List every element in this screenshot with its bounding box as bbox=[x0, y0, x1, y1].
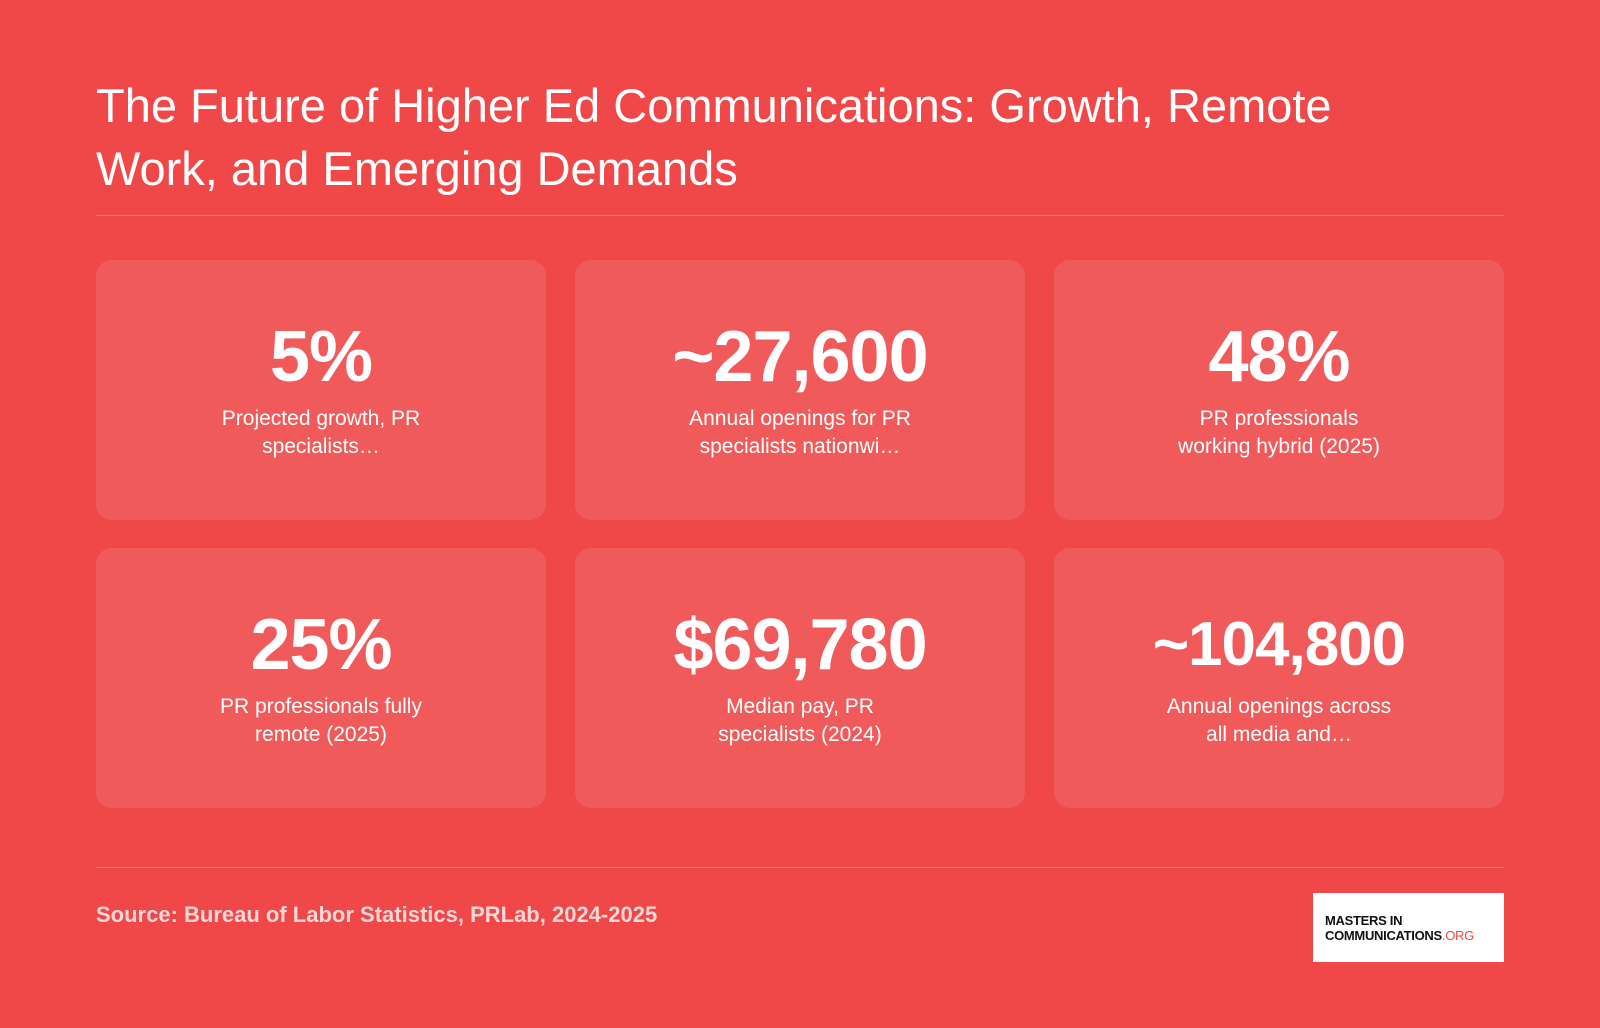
stat-value: 5% bbox=[269, 317, 373, 397]
logo-line-2: COMMUNICATIONS.ORG bbox=[1325, 928, 1504, 943]
stat-label: Projected growth, PR specialists… bbox=[221, 407, 421, 458]
stat-label: Annual openings across all media and… bbox=[1166, 695, 1392, 746]
logo-accent: .ORG bbox=[1441, 927, 1474, 943]
bottom-divider bbox=[96, 867, 1504, 868]
logo-line-2-text: COMMUNICATIONS bbox=[1325, 927, 1442, 943]
stat-value: 25% bbox=[250, 605, 392, 685]
stat-card-growth: 5% Projected growth, PR specialists… bbox=[96, 260, 546, 520]
page-title: The Future of Higher Ed Communications: … bbox=[96, 79, 1332, 195]
logo: MASTERS IN COMMUNICATIONS.ORG bbox=[1313, 893, 1504, 962]
stat-card-media-openings: ~104,800 Annual openings across all medi… bbox=[1054, 548, 1504, 808]
stat-value: 48% bbox=[1208, 317, 1350, 397]
stats-grid: 5% Projected growth, PR specialists… ~27… bbox=[96, 260, 1504, 808]
stat-card-median-pay: $69,780 Median pay, PR specialists (2024… bbox=[575, 548, 1025, 808]
stat-value: $69,780 bbox=[673, 605, 927, 685]
source-note: Source: Bureau of Labor Statistics, PRLa… bbox=[96, 902, 658, 927]
top-divider bbox=[96, 215, 1504, 216]
stat-value: ~27,600 bbox=[672, 317, 928, 397]
stat-value: ~104,800 bbox=[1152, 610, 1406, 679]
stat-card-remote: 25% PR professionals fully remote (2025) bbox=[96, 548, 546, 808]
stat-label: PR professionals working hybrid (2025) bbox=[1178, 407, 1380, 458]
stat-card-openings: ~27,600 Annual openings for PR specialis… bbox=[575, 260, 1025, 520]
stat-label: Annual openings for PR specialists natio… bbox=[689, 407, 911, 458]
stat-card-hybrid: 48% PR professionals working hybrid (202… bbox=[1054, 260, 1504, 520]
stat-label: PR professionals fully remote (2025) bbox=[220, 695, 422, 746]
stat-label: Median pay, PR specialists (2024) bbox=[718, 695, 882, 746]
logo-line-1: MASTERS IN bbox=[1325, 912, 1403, 928]
